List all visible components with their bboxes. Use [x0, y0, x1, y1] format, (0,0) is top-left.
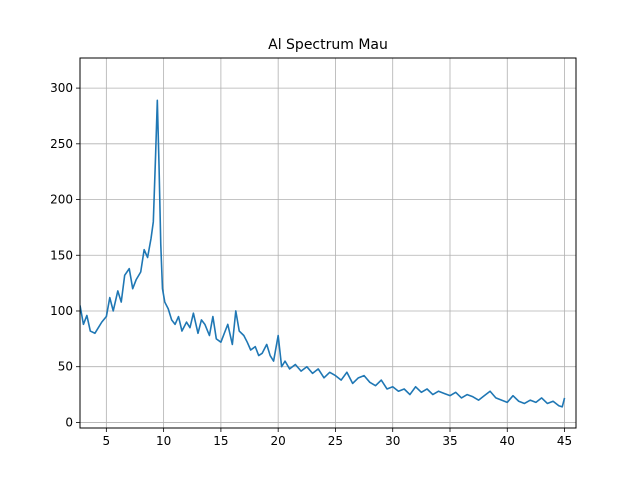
y-tick-label: 0 [65, 415, 73, 429]
x-tick-label: 40 [500, 434, 515, 448]
series-line [80, 99, 566, 408]
x-tick-label: 10 [156, 434, 171, 448]
x-tick-label: 5 [103, 434, 111, 448]
x-axis: 5 10 15 20 25 30 35 40 45 [103, 428, 572, 448]
x-tick-label: 15 [213, 434, 228, 448]
y-tick-label: 100 [50, 304, 73, 318]
chart-title: Al Spectrum Mau [268, 37, 388, 53]
y-tick-label: 150 [50, 248, 73, 262]
x-tick-label: 45 [557, 434, 572, 448]
y-tick-label: 250 [50, 137, 73, 151]
grid-lines [80, 58, 576, 428]
plot-frame [79, 57, 577, 429]
x-tick-label: 35 [442, 434, 457, 448]
y-tick-label: 200 [50, 193, 73, 207]
y-tick-label: 300 [50, 81, 73, 95]
y-axis: 0 50 100 150 200 250 300 [50, 81, 80, 429]
x-tick-label: 30 [385, 434, 400, 448]
x-tick-label: 20 [271, 434, 286, 448]
x-tick-label: 25 [328, 434, 343, 448]
series-layer [80, 99, 566, 408]
y-tick-label: 50 [58, 360, 73, 374]
